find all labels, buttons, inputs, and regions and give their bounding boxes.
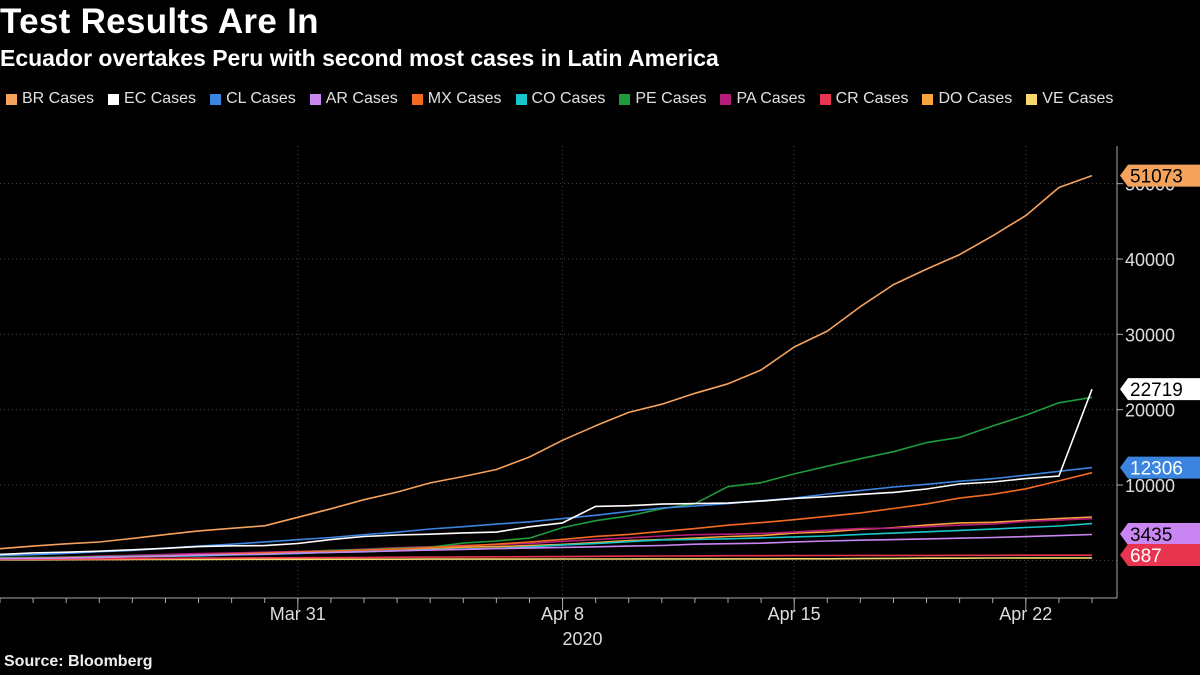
legend-item: MX Cases (411, 90, 502, 108)
y-tick-label: 10000 (1125, 476, 1175, 496)
source-note: Source: Bloomberg (4, 653, 153, 670)
legend-swatch (619, 93, 631, 105)
end-label-badge (1120, 544, 1200, 566)
x-year-label: 2020 (563, 629, 603, 649)
legend-swatch (1026, 93, 1038, 105)
end-label-badge (1120, 456, 1200, 479)
legend-label: DO Cases (938, 90, 1013, 107)
legend-item: EC Cases (108, 90, 196, 108)
series-line-do (0, 516, 1093, 560)
chart-legend: BR Cases EC Cases CL Cases AR Cases MX Cases… (6, 90, 1200, 108)
series-line-ec (0, 388, 1093, 556)
legend-item: PE Cases (619, 90, 706, 108)
legend-label: CR Cases (835, 90, 909, 107)
end-value-label: 51073 (1130, 167, 1183, 188)
x-tick-label: Apr 15 (768, 604, 821, 624)
legend-swatch (309, 93, 321, 105)
y-tick-label: 30000 (1125, 325, 1175, 345)
x-tick-label: Mar 31 (270, 604, 326, 624)
legend-label: BR Cases (22, 90, 95, 107)
legend-label: VE Cases (1042, 90, 1114, 107)
y-tick-label: 20000 (1125, 401, 1175, 421)
legend-label: PA Cases (736, 90, 806, 107)
end-value-label: 687 (1130, 546, 1162, 567)
x-tick-label: Apr 22 (999, 604, 1052, 624)
series-line-pa (0, 517, 1093, 559)
end-label-badge (1120, 523, 1200, 545)
legend-item: CL Cases (210, 90, 296, 108)
x-tick-label: Apr 8 (541, 604, 584, 624)
legend-item: AR Cases (309, 90, 398, 108)
legend-swatch (210, 93, 222, 105)
series-line-ve (0, 557, 1092, 561)
legend-label: AR Cases (325, 90, 398, 107)
legend-label: EC Cases (124, 90, 197, 107)
end-value-label: 22719 (1130, 380, 1183, 401)
legend-swatch (720, 93, 732, 105)
y-tick-label: 40000 (1125, 250, 1175, 270)
legend-label: PE Cases (635, 90, 707, 107)
series-line-ar (0, 533, 1093, 560)
series-line-cr (0, 554, 1092, 561)
legend-item: VE Cases (1026, 90, 1113, 108)
end-label-badge (1120, 378, 1200, 401)
legend-swatch (411, 93, 423, 105)
legend-item: CO Cases (515, 90, 606, 108)
series-line-pe (0, 396, 1093, 559)
end-label-badge (1120, 164, 1200, 187)
chart-title: Test Results Are In (0, 2, 319, 41)
legend-label: MX Cases (427, 90, 502, 107)
end-value-label: 3435 (1130, 525, 1172, 546)
legend-label: CO Cases (531, 90, 606, 107)
legend-item: BR Cases (6, 90, 94, 108)
legend-swatch (922, 93, 934, 105)
chart-subtitle: Ecuador overtakes Peru with second most … (0, 45, 719, 71)
legend-item: PA Cases (720, 90, 806, 108)
end-value-label: 12306 (1130, 459, 1183, 480)
legend-swatch (6, 93, 17, 105)
legend-item: DO Cases (922, 90, 1012, 108)
legend-swatch (108, 93, 120, 105)
legend-item: CR Cases (819, 90, 909, 108)
legend-label: CL Cases (226, 90, 296, 107)
legend-swatch (515, 93, 527, 105)
series-line-br (0, 174, 1093, 550)
legend-swatch (819, 93, 831, 105)
